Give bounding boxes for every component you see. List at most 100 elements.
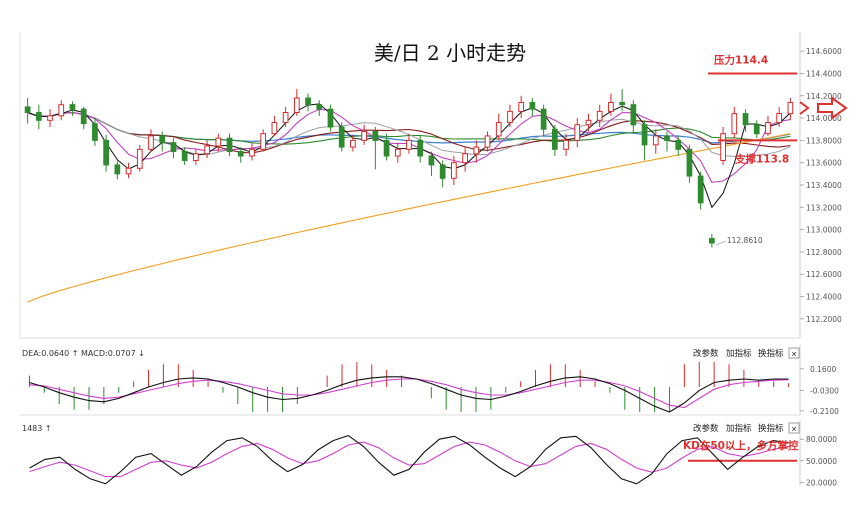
- candle-body: [574, 124, 581, 141]
- candle-body: [540, 108, 547, 130]
- candle-body: [372, 130, 379, 141]
- candle-body: [293, 97, 300, 113]
- candle-body: [518, 101, 525, 112]
- ma-orange-line: [27, 133, 791, 303]
- candle-body: [720, 133, 726, 161]
- low-pointer: [715, 240, 726, 246]
- macd-tick-label: 0.1600: [810, 365, 836, 374]
- outline-right-arrow-icon: [817, 96, 848, 120]
- macd-tick-label: -0.2100: [810, 407, 839, 416]
- candle-body: [675, 139, 682, 150]
- close-icon: ✕: [791, 351, 797, 359]
- candle-body: [619, 101, 625, 106]
- candle-body: [136, 148, 143, 169]
- candle-body: [114, 164, 121, 175]
- macd-add-indicator-button[interactable]: 加指标: [726, 348, 752, 359]
- dea-line: [29, 378, 789, 409]
- k-line: [29, 434, 789, 485]
- candle-body: [608, 101, 614, 112]
- candle-body: [428, 155, 435, 166]
- candle-body: [383, 139, 390, 157]
- candle-body: [664, 135, 670, 141]
- candle-body: [462, 153, 468, 164]
- candle-body: [80, 108, 87, 125]
- kd-toolbar: 改参数 加指标 换指标 ✕: [693, 422, 800, 434]
- candle-body: [776, 113, 783, 124]
- candle-body: [394, 148, 401, 157]
- y-tick-label: 112.8000: [806, 248, 842, 257]
- candle-body: [305, 97, 311, 106]
- candle-body: [551, 128, 558, 150]
- candle-body: [641, 124, 648, 146]
- candle-body: [731, 113, 738, 135]
- macd-plot: [28, 362, 790, 413]
- kd-header: 1483 ↑: [22, 424, 52, 433]
- macd-switch-indicator-button[interactable]: 换指标: [758, 348, 784, 359]
- candle-body: [507, 110, 513, 124]
- candle-body: [24, 106, 31, 114]
- y-tick-label: 113.2000: [806, 203, 842, 212]
- macd-y-axis: 0.1600 -0.0300 -0.2100: [800, 365, 839, 416]
- candle-body: [350, 139, 356, 148]
- candle-body: [215, 137, 222, 147]
- y-tick-label: 114.4000: [806, 69, 842, 78]
- y-tick-label: 113.4000: [806, 181, 842, 190]
- macd-change-params-button[interactable]: 改参数: [693, 348, 719, 359]
- macd-line: [29, 376, 789, 413]
- candle-body: [47, 115, 53, 121]
- candle-body: [226, 137, 233, 153]
- ma-maroon-line: [27, 111, 791, 154]
- small-right-arrow-icon: [799, 101, 810, 115]
- candle-body: [417, 139, 424, 157]
- y-tick-label: 113.0000: [806, 226, 842, 235]
- kd-switch-indicator-button[interactable]: 换指标: [758, 423, 784, 434]
- kd-y-axis: 80.0000 50.0000 20.0000: [800, 435, 837, 487]
- macd-tick-label: -0.0300: [810, 386, 839, 395]
- candle-body: [753, 124, 760, 135]
- kd-close-button[interactable]: ✕: [788, 422, 800, 434]
- moving-averages: [27, 103, 791, 303]
- candle-body: [473, 146, 480, 155]
- candle-body: [125, 167, 132, 175]
- main-y-axis: 114.6000 114.4000 114.2000 114.0000 113.8000…: [800, 47, 842, 324]
- candle-body: [563, 139, 569, 150]
- kd-add-indicator-button[interactable]: 加指标: [726, 423, 752, 434]
- annotations: 压力114.4 支撑113.8 112.8610: [708, 53, 797, 246]
- candle-body: [338, 126, 345, 148]
- candle-body: [439, 164, 446, 179]
- candle-body: [69, 104, 76, 110]
- chart-title: 美/日 2 小时走势: [374, 41, 526, 65]
- d-line: [29, 441, 789, 478]
- candle-body: [787, 101, 794, 115]
- candle-body: [697, 175, 704, 204]
- candle-body: [630, 104, 637, 126]
- candle-body: [92, 123, 98, 141]
- y-tick-label: 112.4000: [806, 293, 842, 302]
- y-tick-label: 113.6000: [806, 159, 842, 168]
- candle-body: [193, 153, 199, 161]
- candle-body: [585, 119, 592, 126]
- kd-plot: [29, 434, 797, 485]
- candle-body: [58, 104, 65, 117]
- candle-body: [652, 135, 659, 146]
- kd-change-params-button[interactable]: 改参数: [693, 423, 719, 434]
- candle-body: [204, 145, 210, 155]
- candlesticks: [24, 89, 794, 248]
- candle-body: [103, 139, 109, 166]
- macd-toolbar: 改参数 加指标 换指标 ✕: [693, 347, 800, 359]
- candle-body: [686, 148, 693, 177]
- y-tick-label: 113.8000: [806, 136, 842, 145]
- macd-header: DEA:0.0640 ↑ MACD:0.0707 ↓: [22, 349, 145, 358]
- y-tick-label: 112.2000: [806, 315, 842, 324]
- candle-body: [327, 108, 334, 128]
- macd-close-button[interactable]: ✕: [788, 347, 800, 359]
- candle-body: [495, 122, 502, 137]
- candle-body: [35, 112, 42, 121]
- y-tick-label: 112.6000: [806, 270, 842, 279]
- candle-body: [148, 135, 154, 150]
- candle-body: [451, 162, 457, 179]
- y-tick-label: 114.6000: [806, 47, 842, 56]
- candle-body: [181, 151, 188, 161]
- candle-body: [765, 122, 771, 135]
